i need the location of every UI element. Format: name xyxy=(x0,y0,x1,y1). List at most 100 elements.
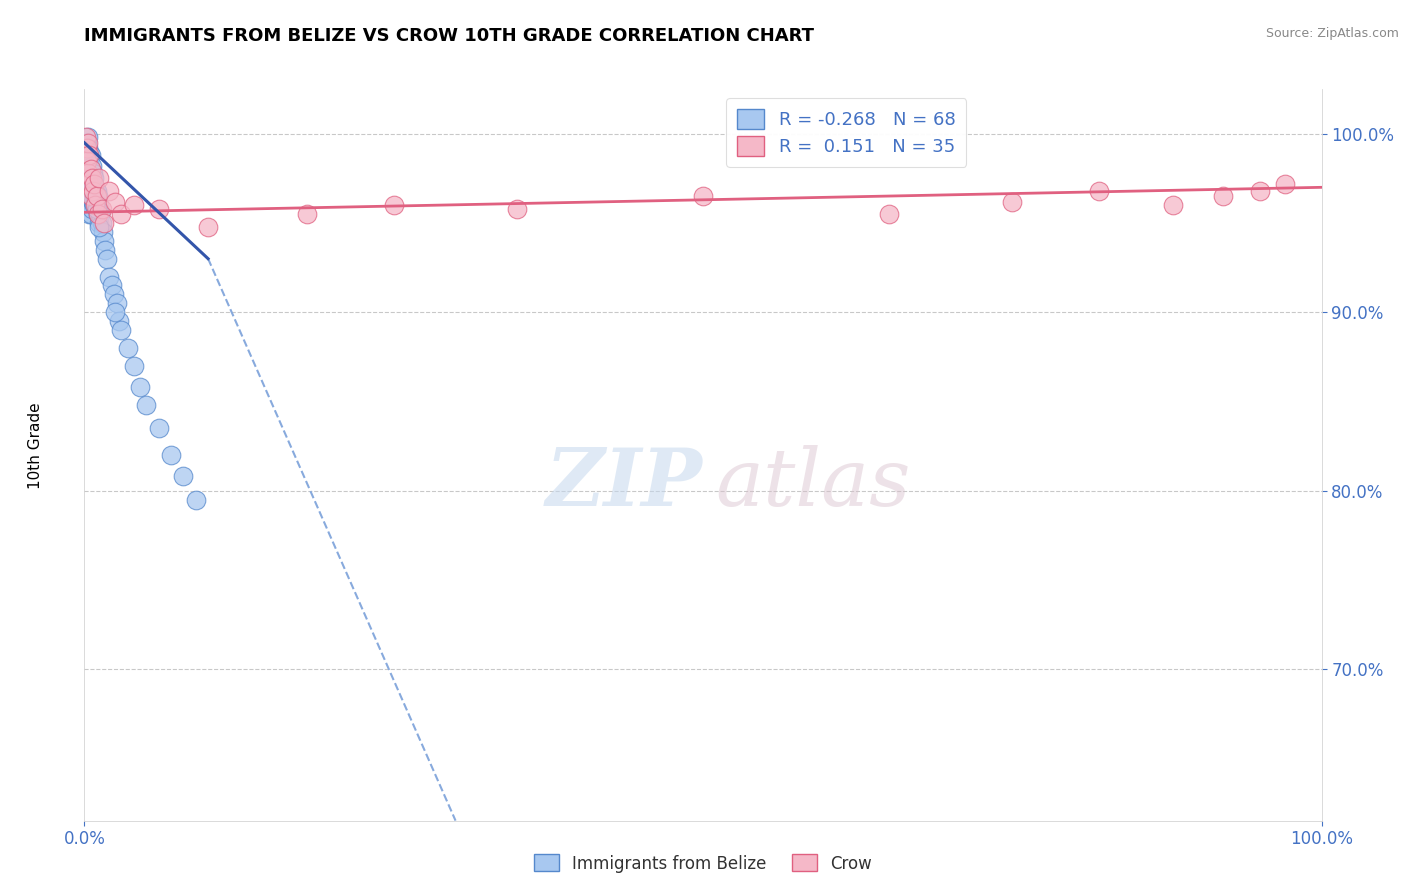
Point xyxy=(98,184,121,198)
Point xyxy=(89,207,111,221)
Point xyxy=(79,162,101,177)
Point xyxy=(79,177,101,191)
Point xyxy=(76,159,98,173)
Point xyxy=(86,202,108,216)
Point xyxy=(79,207,101,221)
Point xyxy=(84,180,107,194)
Point xyxy=(94,243,117,257)
Point xyxy=(89,198,111,212)
Point xyxy=(172,469,194,483)
Point xyxy=(197,219,219,234)
Point xyxy=(76,148,98,162)
Point xyxy=(87,207,110,221)
Point xyxy=(79,145,101,159)
Point xyxy=(84,198,107,212)
Point xyxy=(77,141,100,155)
Point xyxy=(110,323,132,337)
Point xyxy=(75,136,97,150)
Point xyxy=(122,359,145,373)
Point xyxy=(86,202,108,216)
Point xyxy=(80,171,103,186)
Point xyxy=(122,198,145,212)
Point xyxy=(80,171,103,186)
Point xyxy=(1249,184,1271,198)
Point xyxy=(692,189,714,203)
Point xyxy=(76,184,98,198)
Point xyxy=(87,207,110,221)
Point xyxy=(1212,189,1234,203)
Point xyxy=(75,162,97,177)
Point xyxy=(90,216,112,230)
Point xyxy=(79,177,101,191)
Point xyxy=(98,269,121,284)
Point xyxy=(77,148,100,162)
Point xyxy=(83,184,105,198)
Point xyxy=(77,166,100,180)
Point xyxy=(108,314,131,328)
Point xyxy=(77,171,100,186)
Text: Source: ZipAtlas.com: Source: ZipAtlas.com xyxy=(1265,27,1399,40)
Text: atlas: atlas xyxy=(716,445,911,523)
Point xyxy=(79,148,101,162)
Point xyxy=(86,189,108,203)
Point xyxy=(148,202,170,216)
Point xyxy=(82,166,104,180)
Point xyxy=(79,166,101,180)
Point xyxy=(506,202,529,216)
Point xyxy=(80,202,103,216)
Point xyxy=(80,184,103,198)
Point xyxy=(76,153,98,168)
Point xyxy=(184,492,207,507)
Point xyxy=(135,398,157,412)
Point xyxy=(79,189,101,203)
Point xyxy=(77,130,100,145)
Point xyxy=(93,216,115,230)
Point xyxy=(104,305,127,319)
Point xyxy=(877,207,900,221)
Text: IMMIGRANTS FROM BELIZE VS CROW 10TH GRADE CORRELATION CHART: IMMIGRANTS FROM BELIZE VS CROW 10TH GRAD… xyxy=(84,27,814,45)
Point xyxy=(87,189,110,203)
Point xyxy=(82,184,104,198)
Point xyxy=(79,162,101,177)
Point xyxy=(75,130,97,145)
Point xyxy=(93,234,115,248)
Point xyxy=(295,207,318,221)
Point xyxy=(110,207,132,221)
Point xyxy=(79,189,101,203)
Text: ZIP: ZIP xyxy=(546,445,703,523)
Point xyxy=(105,296,128,310)
Point xyxy=(76,136,98,150)
Point xyxy=(77,184,100,198)
Point xyxy=(79,207,101,221)
Point xyxy=(117,341,139,355)
Point xyxy=(86,184,108,198)
Point xyxy=(83,177,105,191)
Point xyxy=(77,159,100,173)
Point xyxy=(1274,177,1296,191)
Point xyxy=(75,153,97,168)
Point xyxy=(1161,198,1184,212)
Point xyxy=(80,159,103,173)
Legend: Immigrants from Belize, Crow: Immigrants from Belize, Crow xyxy=(527,847,879,880)
Point xyxy=(89,171,111,186)
Point xyxy=(79,148,101,162)
Point xyxy=(1001,194,1024,209)
Point xyxy=(100,278,122,293)
Point xyxy=(91,225,114,239)
Point xyxy=(129,380,152,394)
Point xyxy=(79,194,101,209)
Point xyxy=(148,421,170,435)
Point xyxy=(79,177,101,191)
Point xyxy=(96,252,118,266)
Text: 10th Grade: 10th Grade xyxy=(28,402,42,490)
Point xyxy=(79,153,101,168)
Point xyxy=(83,198,105,212)
Point xyxy=(84,194,107,209)
Point xyxy=(76,171,98,186)
Point xyxy=(83,171,105,186)
Point xyxy=(160,448,183,462)
Point xyxy=(1088,184,1111,198)
Legend: R = -0.268   N = 68, R =  0.151   N = 35: R = -0.268 N = 68, R = 0.151 N = 35 xyxy=(727,98,966,167)
Point xyxy=(82,194,104,209)
Point xyxy=(75,145,97,159)
